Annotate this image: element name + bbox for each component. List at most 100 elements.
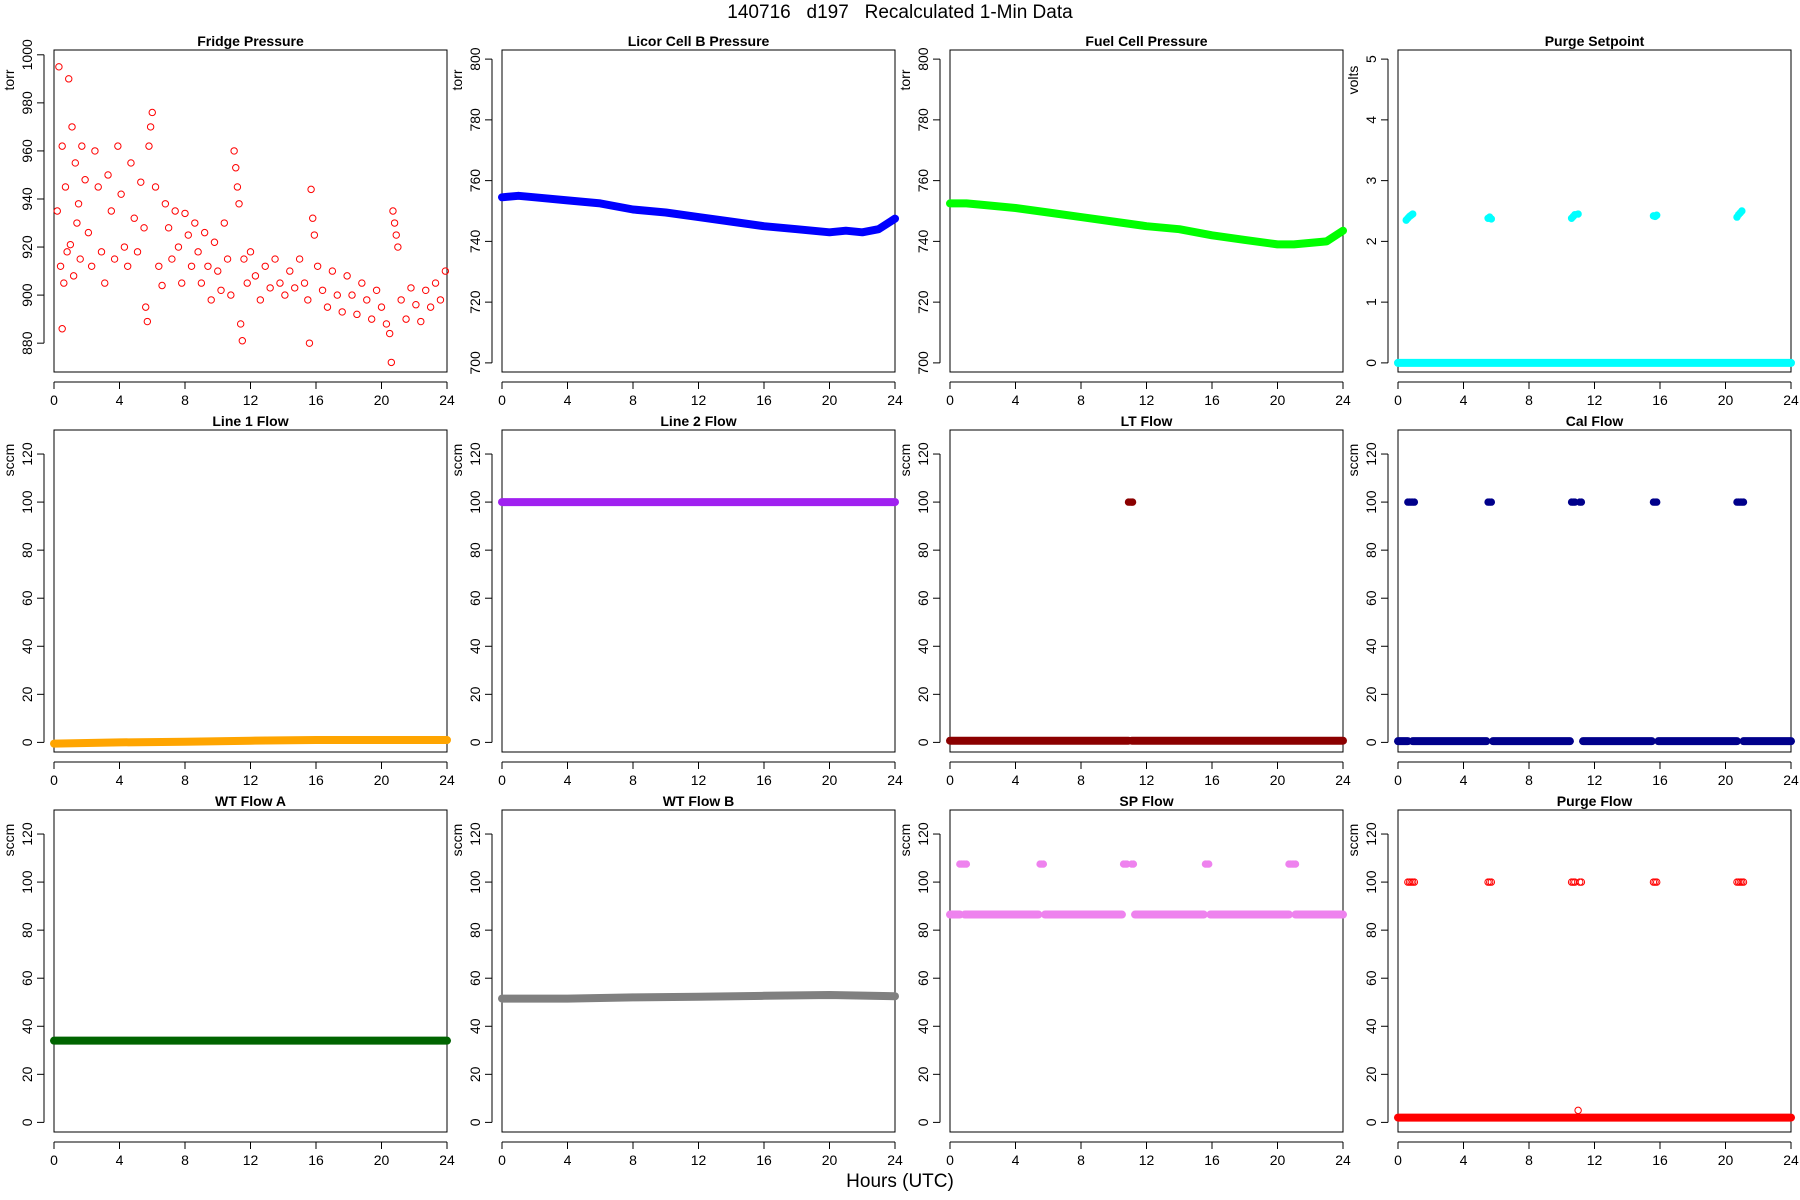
y-tick-label: 780 <box>467 108 483 132</box>
plot-area <box>1394 498 1795 746</box>
y-axis: 700 720 740 760 780 800 <box>467 47 493 375</box>
data-point <box>256 296 265 304</box>
y-tick-label: 900 <box>19 283 35 307</box>
data-point <box>1291 860 1300 868</box>
data-point <box>962 860 971 868</box>
data-point <box>178 279 186 287</box>
data-point <box>55 63 63 71</box>
panel-fuelcell: Fuel Cell Pressure 0 4 8 12 16 20 24 700 720 740 76… <box>897 33 1351 408</box>
data-point <box>1577 498 1586 506</box>
panel-title: Cal Flow <box>1566 413 1624 429</box>
y-tick-label: 100 <box>19 870 35 894</box>
data-point <box>291 284 299 292</box>
data-point <box>1653 498 1661 506</box>
y-axis: 0 20 40 60 80 100 120 <box>1363 822 1389 1126</box>
x-axis: 0 4 8 12 16 20 24 <box>50 1141 455 1168</box>
data-point <box>387 358 396 367</box>
panel-title: Purge Setpoint <box>1545 33 1645 49</box>
x-tick-label: 16 <box>1204 1152 1220 1168</box>
x-tick-label: 24 <box>887 1152 903 1168</box>
data-point <box>392 231 400 239</box>
data-point <box>394 243 402 251</box>
data-point <box>76 255 84 263</box>
y-tick-label: 40 <box>467 638 483 654</box>
plot-frame <box>53 49 448 373</box>
y-tick-label: 0 <box>1363 359 1379 367</box>
y-tick-label: 40 <box>467 1018 483 1034</box>
y-tick-label: 80 <box>19 922 35 938</box>
y-tick-label: 120 <box>467 822 483 846</box>
x-tick-label: 4 <box>116 1152 124 1168</box>
x-tick-label: 16 <box>308 1152 324 1168</box>
y-tick-label: 760 <box>467 169 483 193</box>
x-tick-label: 0 <box>946 392 954 408</box>
data-point <box>233 183 242 191</box>
y-tick-label: 0 <box>1363 1118 1379 1126</box>
x-tick-label: 0 <box>498 392 506 408</box>
data-point <box>1653 211 1661 219</box>
x-tick-label: 20 <box>1718 392 1734 408</box>
data-point <box>422 286 430 294</box>
x-axis: 0 4 8 12 16 20 24 <box>946 1141 1351 1168</box>
y-tick-label: 20 <box>467 1066 483 1082</box>
x-tick-label: 12 <box>243 772 259 788</box>
y-tick-label: 60 <box>915 970 931 986</box>
x-tick-label: 24 <box>439 392 455 408</box>
data-point <box>58 325 66 333</box>
x-tick-label: 4 <box>1460 392 1468 408</box>
data-point <box>1739 878 1748 886</box>
x-tick-label: 24 <box>887 772 903 788</box>
y-tick-label: 2 <box>1363 237 1379 245</box>
x-tick-label: 20 <box>1270 1152 1286 1168</box>
data-point <box>1739 498 1748 506</box>
data-point <box>164 224 173 232</box>
y-tick-label: 740 <box>467 229 483 253</box>
data-point <box>123 262 132 270</box>
data-point <box>276 279 284 287</box>
x-tick-label: 24 <box>1783 1152 1799 1168</box>
data-point <box>382 320 391 328</box>
x-tick-label: 16 <box>756 392 772 408</box>
x-tick-label: 12 <box>1139 772 1155 788</box>
x-axis-label: Hours (UTC) <box>846 1171 954 1192</box>
y-tick-label: 0 <box>467 738 483 746</box>
y-tick-label: 20 <box>1363 686 1379 702</box>
plot-area <box>1394 207 1795 367</box>
y-axis-label: torr <box>449 69 465 90</box>
data-point <box>310 231 319 239</box>
y-tick-label: 1 <box>1363 298 1379 306</box>
panel-title: Fridge Pressure <box>197 33 304 49</box>
data-point <box>236 320 245 328</box>
data-point <box>71 159 79 167</box>
data-point <box>1487 498 1496 506</box>
data-point <box>1574 1106 1582 1115</box>
plot-frame <box>53 809 448 1133</box>
data-point <box>87 262 96 270</box>
data-point <box>110 255 119 263</box>
y-axis-label: sccm <box>449 444 465 477</box>
data-point <box>120 243 129 251</box>
data-point <box>372 286 381 294</box>
y-axis-label: sccm <box>897 444 913 477</box>
y-tick-label: 120 <box>19 822 35 846</box>
data-point <box>168 255 176 263</box>
y-tick-label: 120 <box>19 442 35 466</box>
data-point <box>227 291 235 299</box>
y-tick-label: 80 <box>19 542 35 558</box>
data-point <box>1128 498 1137 506</box>
data-point <box>127 159 135 167</box>
y-axis: 0 20 40 60 80 100 120 <box>915 822 941 1126</box>
panel-line1: Line 1 Flow 0 4 8 12 16 20 24 0 20 40 60 80 100 120scc… <box>1 413 455 788</box>
data-point <box>53 207 61 215</box>
data-point <box>117 190 125 198</box>
data-point <box>313 262 322 270</box>
data-point <box>101 279 109 287</box>
y-tick-label: 800 <box>467 47 483 71</box>
y-tick-label: 80 <box>467 922 483 938</box>
y-tick-label: 20 <box>467 686 483 702</box>
data-series-line <box>498 991 899 1003</box>
